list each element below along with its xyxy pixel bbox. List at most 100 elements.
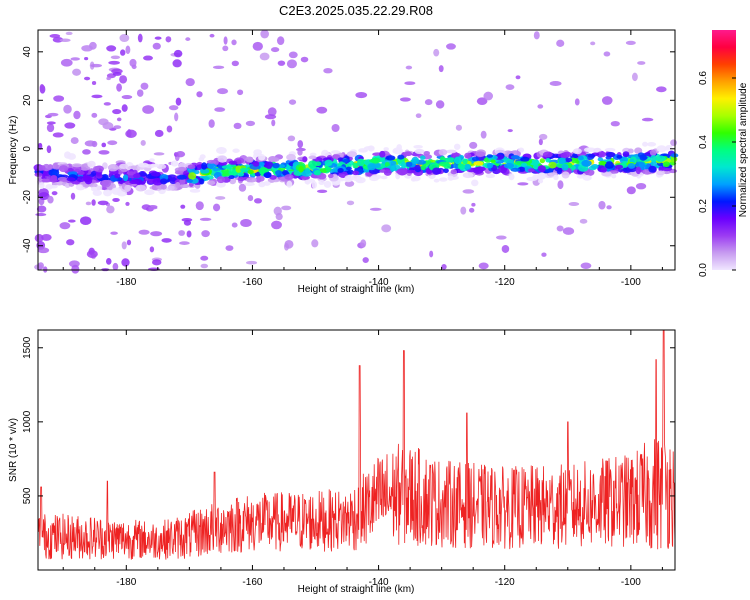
spectrogram-cell <box>316 106 328 114</box>
spectrogram-cell <box>150 163 160 168</box>
spectrogram-cell <box>344 174 354 182</box>
spectrogram-cell <box>648 165 657 173</box>
spectrogram-cell <box>154 36 162 40</box>
spectrogram-x-tick-label: -180 <box>116 277 136 288</box>
spectrogram-cell <box>53 95 65 102</box>
spectrogram-cell <box>168 105 179 111</box>
spectrogram-cell <box>473 161 484 166</box>
spectrogram-cell <box>215 196 226 200</box>
spectrogram-cell <box>152 259 162 266</box>
spectrogram-cell <box>485 173 496 179</box>
spectrogram-cell <box>584 169 595 177</box>
spectrogram-cell <box>433 48 440 57</box>
spectrogram-cell <box>37 262 44 270</box>
spectrogram-cell <box>111 187 122 195</box>
spectrogram-x-tick-label: -140 <box>369 277 389 288</box>
spectrogram-cell <box>120 168 128 173</box>
spectrogram-cell <box>91 81 97 85</box>
spectrogram-cell <box>358 148 369 153</box>
spectrogram-cell <box>656 170 665 176</box>
spectrogram-cell <box>308 160 318 168</box>
spectrogram-cell <box>87 160 96 168</box>
spectrogram-cell <box>281 205 292 211</box>
spectrogram-cell <box>346 200 355 206</box>
spectrogram-cell <box>179 178 186 185</box>
spectrogram-cell <box>429 250 434 258</box>
spectrogram-cell <box>286 153 296 161</box>
spectrogram-cell <box>208 119 215 128</box>
spectrogram-cell <box>604 161 614 169</box>
spectrogram-cell <box>186 178 193 184</box>
spectrogram-cell <box>549 80 562 86</box>
spectrogram-cell <box>464 152 472 159</box>
spectrogram-cell <box>596 151 607 158</box>
spectrogram-cell <box>161 238 172 243</box>
spectrogram-cell <box>627 148 634 154</box>
spectrogram-cell <box>663 161 670 168</box>
spectrogram-cell <box>539 158 546 164</box>
spectrogram-cell <box>309 152 317 157</box>
spectrogram-cell <box>65 31 73 36</box>
spectrogram-y-tick-label: -20 <box>22 190 33 205</box>
spectrogram-cell <box>414 164 421 171</box>
spectrogram-cell <box>217 88 229 95</box>
spectrogram-cell <box>193 170 200 175</box>
spectrogram-cell <box>57 176 68 182</box>
spectrogram-cell <box>404 151 412 156</box>
spectrogram-cell <box>195 201 204 211</box>
spectrogram-cell <box>41 233 52 241</box>
spectrogram-cell <box>223 36 228 45</box>
spectrogram-cell <box>70 57 80 61</box>
spectrogram-cell <box>48 169 60 177</box>
spectrogram-cell <box>91 112 98 118</box>
spectrogram-cell <box>119 34 130 43</box>
spectrogram-cell <box>556 225 564 232</box>
spectrogram-cell <box>86 250 98 259</box>
spectrogram-cell <box>649 149 657 156</box>
spectrogram-cell <box>637 61 646 65</box>
spectrogram-cell <box>656 145 667 153</box>
spectrogram-cell <box>432 167 442 175</box>
spectrogram-cell <box>133 173 141 179</box>
spectrogram-cell <box>560 152 567 159</box>
spectrogram-cell <box>37 165 46 171</box>
spectrogram-cell <box>103 189 113 197</box>
spectrogram-cell <box>116 117 122 122</box>
spectrogram-cell <box>352 162 359 169</box>
spectrogram-cell <box>121 104 128 112</box>
spectrogram-cell <box>297 140 304 149</box>
spectrogram-cell <box>397 154 405 160</box>
spectrogram-cell <box>37 247 50 254</box>
spectrogram-cell <box>247 169 254 175</box>
spectrogram-cell <box>245 260 258 265</box>
spectrogram-cell <box>556 39 565 47</box>
spectrogram-cell <box>72 68 82 76</box>
spectrogram-cell <box>174 112 179 122</box>
spectrogram-cell <box>600 167 608 173</box>
spectrogram-cell <box>324 159 333 167</box>
colorbar-tick-label: 0.4 <box>698 135 709 149</box>
spectrogram-cell <box>217 155 228 163</box>
spectrogram-cell <box>341 158 351 163</box>
spectrogram-y-tick-label: 20 <box>22 94 33 106</box>
spectrogram-cell <box>91 94 103 99</box>
snr-x-tick-label: -160 <box>242 577 262 588</box>
snr-x-tick-label: -140 <box>369 577 389 588</box>
spectrogram-cell <box>113 125 122 130</box>
spectrogram-cell <box>446 43 456 50</box>
spectrogram-cell <box>178 230 186 236</box>
spectrogram-cell <box>462 158 468 165</box>
spectrogram-cell <box>368 158 379 163</box>
spectrogram-cell <box>172 59 182 68</box>
spectrogram-cell <box>360 239 367 248</box>
spectrogram-cell <box>347 169 354 175</box>
spectrogram-cell <box>107 164 119 172</box>
spectrogram-cell <box>357 158 366 166</box>
spectrogram-cell <box>129 179 140 185</box>
snr-frame <box>37 329 676 571</box>
spectrogram-cell <box>556 167 562 175</box>
spectrogram-cell <box>582 175 592 181</box>
spectrogram-cell <box>126 129 132 138</box>
spectrogram-cell <box>517 182 529 186</box>
